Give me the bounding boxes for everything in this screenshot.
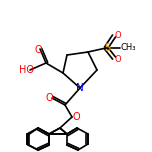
Text: N: N (76, 83, 84, 93)
Text: O: O (115, 55, 121, 64)
Text: CH₃: CH₃ (120, 43, 136, 52)
Text: HO: HO (19, 65, 33, 75)
Text: S: S (104, 43, 110, 53)
Text: O: O (72, 112, 80, 122)
Text: O: O (115, 31, 121, 40)
Text: O: O (45, 93, 53, 103)
Text: O: O (34, 45, 42, 55)
